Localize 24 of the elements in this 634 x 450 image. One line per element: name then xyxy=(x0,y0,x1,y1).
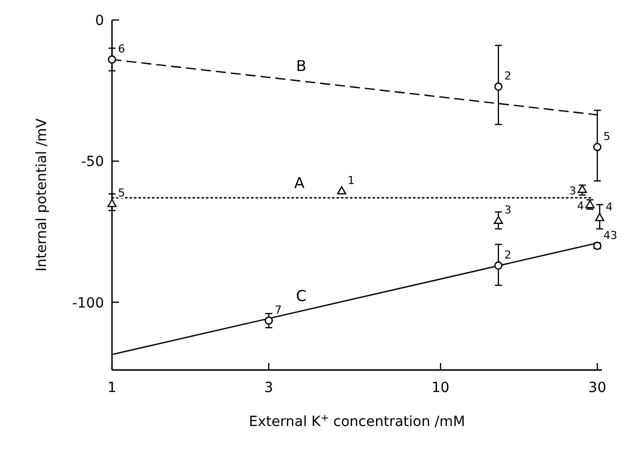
series-label: A xyxy=(294,174,306,192)
annotation: 4 xyxy=(606,200,613,214)
y-axis-title: Internal potential /mV xyxy=(34,118,50,272)
series-label: B xyxy=(296,57,306,76)
y-tick-label: 0 xyxy=(95,13,104,29)
annotation: 2 xyxy=(504,70,512,83)
annotation: 5 xyxy=(603,130,610,144)
y-tick-label: -100 xyxy=(72,295,104,312)
x-tick-label: 10 xyxy=(432,380,450,396)
annotation: 2 xyxy=(504,248,512,262)
y-tick-label: -50 xyxy=(81,154,104,170)
annotation: 6 xyxy=(118,42,125,56)
x-tick-label: 3 xyxy=(264,380,274,396)
annotation: 43 xyxy=(603,228,618,242)
annotation: 3 xyxy=(569,184,576,198)
annotation: 4 xyxy=(577,200,584,213)
annotation: 3 xyxy=(504,203,512,216)
annotation: 1 xyxy=(348,174,355,187)
annotation: 7 xyxy=(274,304,282,317)
x-tick-label: 1 xyxy=(108,380,116,396)
annotation: 5 xyxy=(118,186,125,200)
x-axis-title: External K$^{+}$ concentration /mM xyxy=(248,412,466,430)
series-label: C xyxy=(296,286,307,305)
x-tick-label: 30 xyxy=(588,380,606,396)
